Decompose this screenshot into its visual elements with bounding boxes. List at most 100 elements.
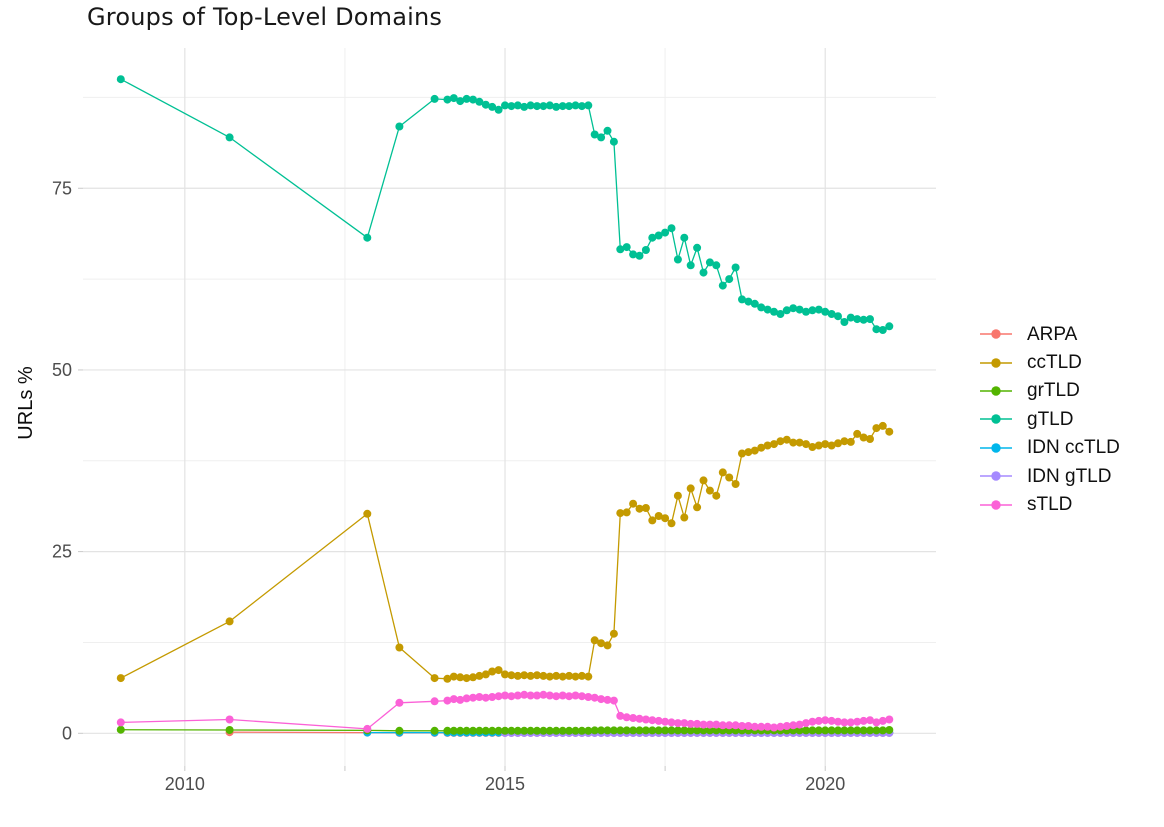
data-point-grtld [475,726,484,735]
x-tick-label: 2020 [805,774,845,794]
data-point-gtld [853,315,862,324]
data-point-grtld [648,726,657,735]
data-point-stld [533,691,541,700]
legend-key-icon-stld [980,499,1012,510]
data-point-gtld [552,102,561,111]
data-point-stld [744,722,753,730]
data-point-gtld [699,268,708,277]
data-point-grtld [565,726,574,735]
data-point-gtld [456,97,465,106]
data-point-cctld [814,441,823,450]
legend-key-icon-gtld [980,414,1012,425]
data-point-cctld [744,448,753,457]
data-point-gtld [513,101,522,110]
data-point-cctld [597,639,606,648]
data-point-stld [430,697,439,706]
data-point-stld [520,690,529,699]
data-point-cctld [635,504,644,513]
data-point-stld [673,719,682,728]
data-point-gtld [738,295,746,304]
data-point-stld [808,717,817,726]
data-point-cctld [705,486,714,495]
data-point-gtld [770,307,778,316]
gridlines-major [83,48,936,766]
data-point-grtld [712,726,721,735]
data-point-stld [603,695,612,704]
data-point-stld [395,698,404,707]
data-point-cctld [641,504,650,512]
data-point-grtld [622,726,631,735]
data-point-gtld [494,105,503,114]
data-point-cctld [661,514,670,523]
data-point-grtld [802,726,810,735]
data-point-cctld [712,491,721,500]
data-point-grtld [571,726,580,735]
data-point-stld [827,716,836,725]
data-point-gtld [584,101,593,110]
data-point-gtld [757,303,766,312]
data-point-cctld [539,671,548,680]
data-point-grtld [552,726,561,735]
data-point-grtld [494,726,503,735]
data-point-cctld [488,667,497,676]
legend-item-label: grTLD [1027,380,1080,402]
data-point-gtld [705,258,714,267]
data-point-grtld [577,726,586,735]
data-point-stld [494,692,503,701]
data-point-cctld [456,673,465,682]
data-point-stld [225,715,234,724]
legend-item-label: sTLD [1027,494,1073,516]
data-point-gtld [744,297,753,306]
data-point-stld [802,719,810,728]
data-point-cctld [693,503,702,512]
data-point-grtld [443,726,452,735]
data-point-stld [859,716,868,725]
data-point-cctld [782,435,791,444]
legend-key-icon-cctld [980,357,1012,368]
data-point-cctld [853,429,862,438]
legend-item-label: ARPA [1027,323,1078,345]
data-point-stld [648,716,657,725]
data-point-stld [507,692,516,701]
data-point-grtld [686,726,695,735]
data-point-stld [782,722,791,730]
data-point-stld [680,719,689,728]
legend-item-stld: sTLD [979,490,1120,518]
data-point-cctld [558,672,567,681]
data-point-gtld [776,310,785,318]
data-point-gtld [629,250,638,259]
data-point-gtld [680,233,689,242]
legend-key-icon-idn-gtld [980,471,1012,481]
data-point-cctld [577,671,586,680]
x-tick-label: 2010 [165,774,205,794]
data-point-cctld [763,441,772,450]
series-cctld [116,421,894,683]
data-point-cctld [878,421,887,430]
legend-item-cctld: ccTLD [979,348,1120,376]
data-point-cctld [462,674,471,683]
data-point-stld [731,721,740,730]
data-point-stld [501,691,509,700]
data-point-gtld [635,251,644,260]
data-point-cctld [654,512,663,520]
data-point-grtld [603,726,612,735]
data-point-cctld [622,508,631,517]
data-point-stld [565,692,574,701]
data-point-gtld [526,101,535,110]
data-point-cctld [494,666,503,675]
y-tick-labels: 0 25 50 75 [52,178,72,743]
data-point-cctld [629,499,638,508]
data-point-stld [693,719,702,728]
data-point-grtld [481,726,490,735]
data-point-gtld [449,94,458,103]
data-point-grtld [507,726,516,735]
data-point-gtld [558,102,567,111]
data-point-gtld [539,102,548,111]
chart-title: Groups of Top-Level Domains [87,3,443,31]
data-point-stld [488,693,497,701]
data-point-grtld [808,726,817,735]
data-point-gtld [693,243,702,252]
data-point-cctld [603,641,612,650]
legend-key-icon-arpa [980,329,1012,339]
data-point-stld [475,693,484,701]
